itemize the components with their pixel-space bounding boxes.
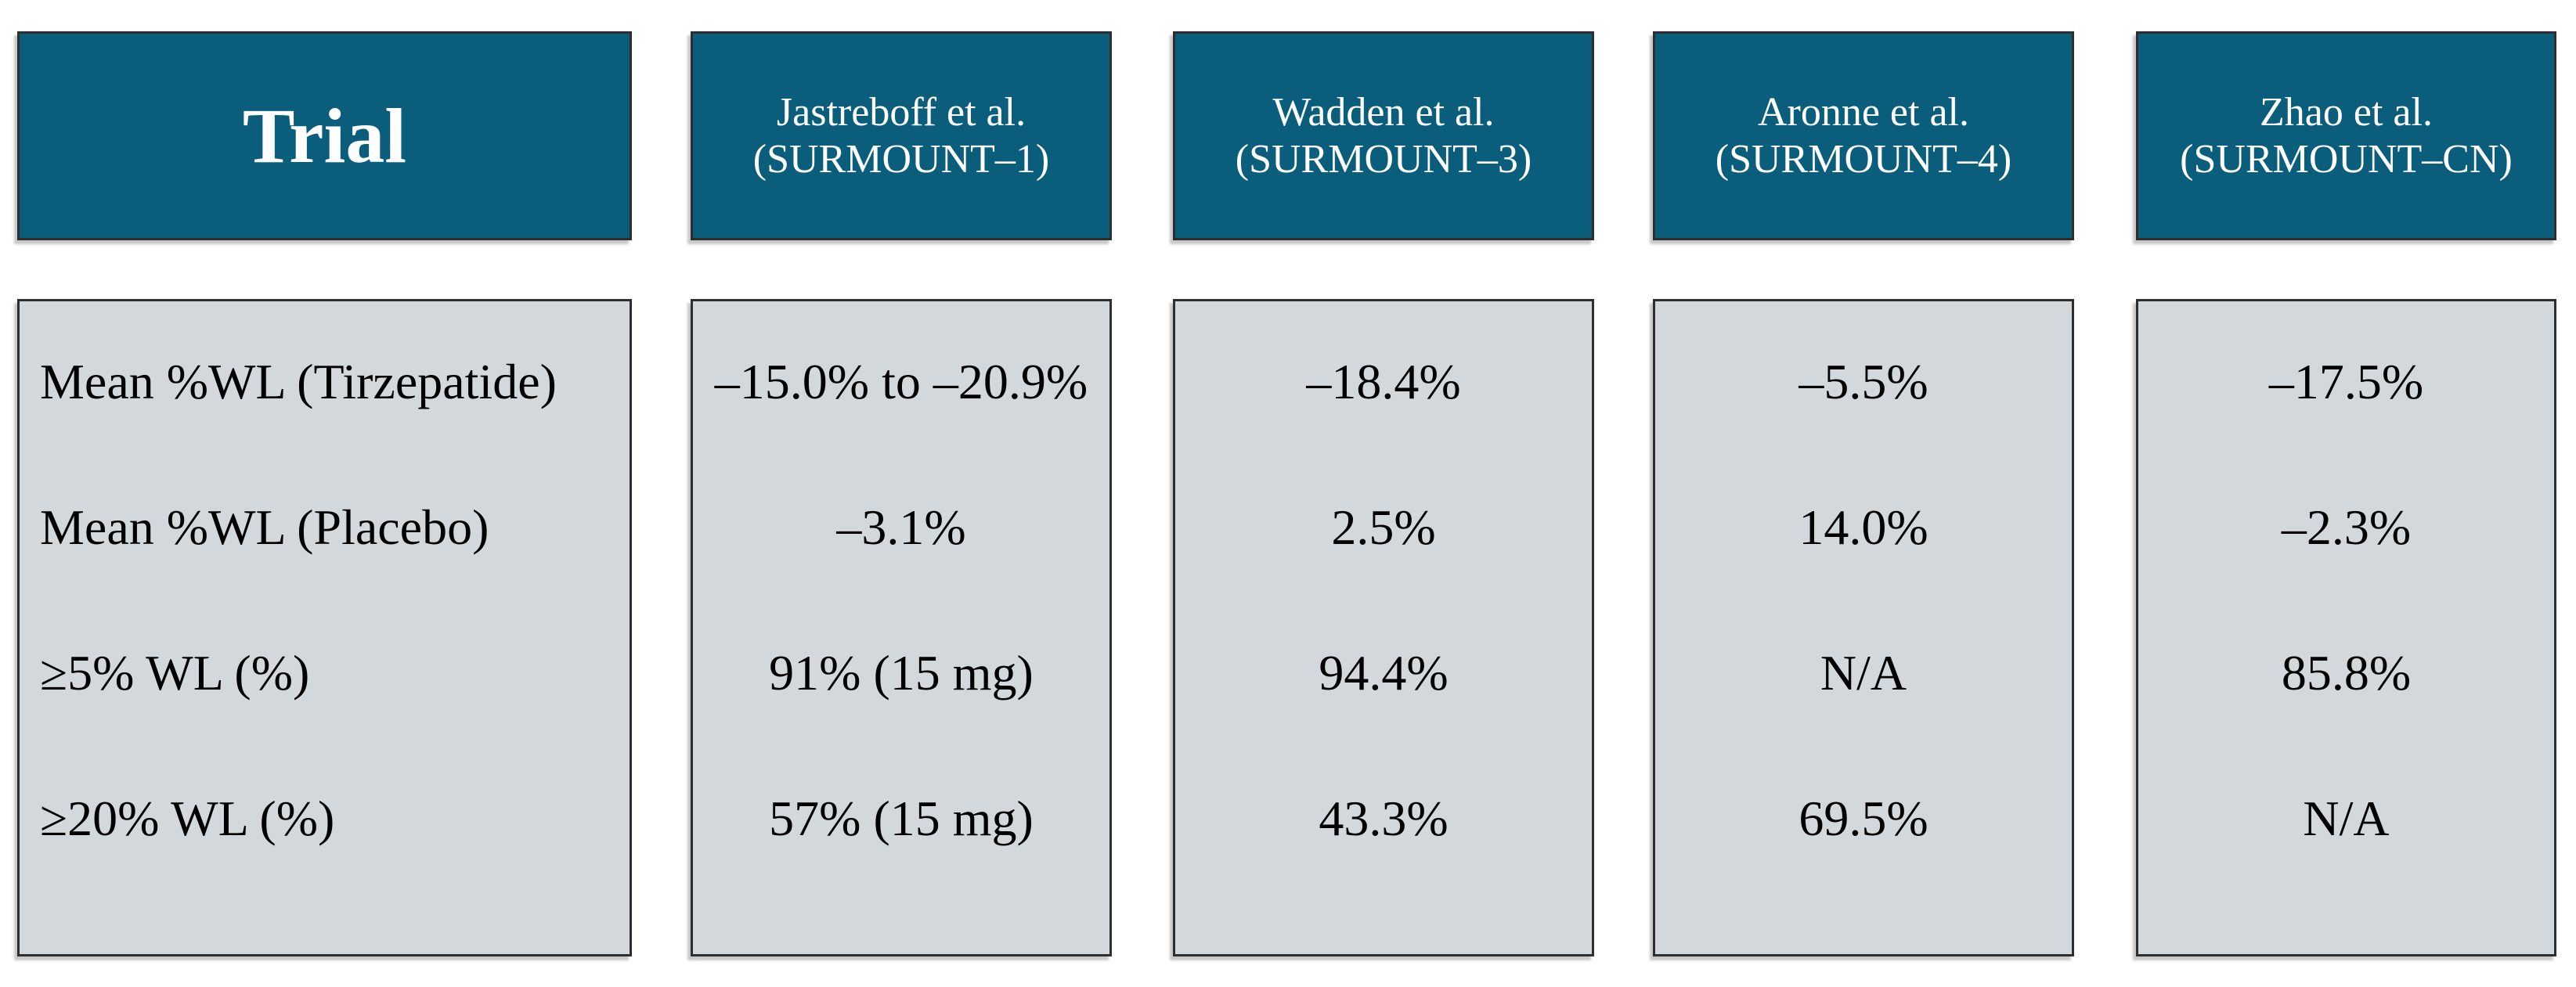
value-cell: 94.4%: [1319, 645, 1449, 701]
values-column-surmount-3: –18.4% 2.5% 94.4% 43.3%: [1173, 299, 1594, 956]
row-labels-column: Mean %WL (Tirzepatide) Mean %WL (Placebo…: [17, 299, 632, 956]
header-cell-surmount-1: Jastreboff et al. (SURMOUNT–1): [691, 31, 1112, 240]
header-cell-trial: Trial: [17, 31, 632, 240]
trial-name: (SURMOUNT–3): [1235, 136, 1532, 182]
value-cell: –5.5%: [1799, 354, 1928, 409]
trial-name: (SURMOUNT–4): [1715, 136, 2012, 182]
row-label: Mean %WL (Placebo): [40, 499, 489, 555]
row-label: Mean %WL (Tirzepatide): [40, 354, 557, 409]
value-cell: 57% (15 mg): [769, 791, 1034, 846]
trial-author: Zhao et al.: [2260, 89, 2433, 135]
value-cell: –15.0% to –20.9%: [714, 354, 1088, 409]
values-column-surmount-1: –15.0% to –20.9% –3.1% 91% (15 mg) 57% (…: [691, 299, 1112, 956]
trial-author: Jastreboff et al.: [776, 89, 1026, 135]
corner-header-label: Trial: [242, 92, 407, 179]
values-column-surmount-4: –5.5% 14.0% N/A 69.5%: [1653, 299, 2074, 956]
value-cell: 69.5%: [1799, 791, 1928, 846]
trial-author: Wadden et al.: [1272, 89, 1495, 135]
value-cell: 91% (15 mg): [769, 645, 1034, 701]
trial-author: Aronne et al.: [1757, 89, 1969, 135]
row-label: ≥5% WL (%): [40, 645, 310, 701]
value-cell: –17.5%: [2268, 354, 2424, 409]
value-cell: 43.3%: [1319, 791, 1449, 846]
values-column-surmount-cn: –17.5% –2.3% 85.8% N/A: [2136, 299, 2556, 956]
value-cell: N/A: [1820, 645, 1907, 701]
trial-name: (SURMOUNT–1): [752, 136, 1050, 182]
row-label: ≥20% WL (%): [40, 791, 335, 846]
value-cell: 14.0%: [1799, 499, 1928, 555]
value-cell: 85.8%: [2281, 645, 2412, 701]
value-cell: –3.1%: [836, 499, 966, 555]
value-cell: 2.5%: [1331, 499, 1436, 555]
value-cell: –2.3%: [2281, 499, 2412, 555]
header-cell-surmount-cn: Zhao et al. (SURMOUNT–CN): [2136, 31, 2556, 240]
value-cell: N/A: [2303, 791, 2390, 846]
trial-name: (SURMOUNT–CN): [2180, 136, 2513, 182]
header-cell-surmount-4: Aronne et al. (SURMOUNT–4): [1653, 31, 2074, 240]
header-cell-surmount-3: Wadden et al. (SURMOUNT–3): [1173, 31, 1594, 240]
value-cell: –18.4%: [1306, 354, 1461, 409]
